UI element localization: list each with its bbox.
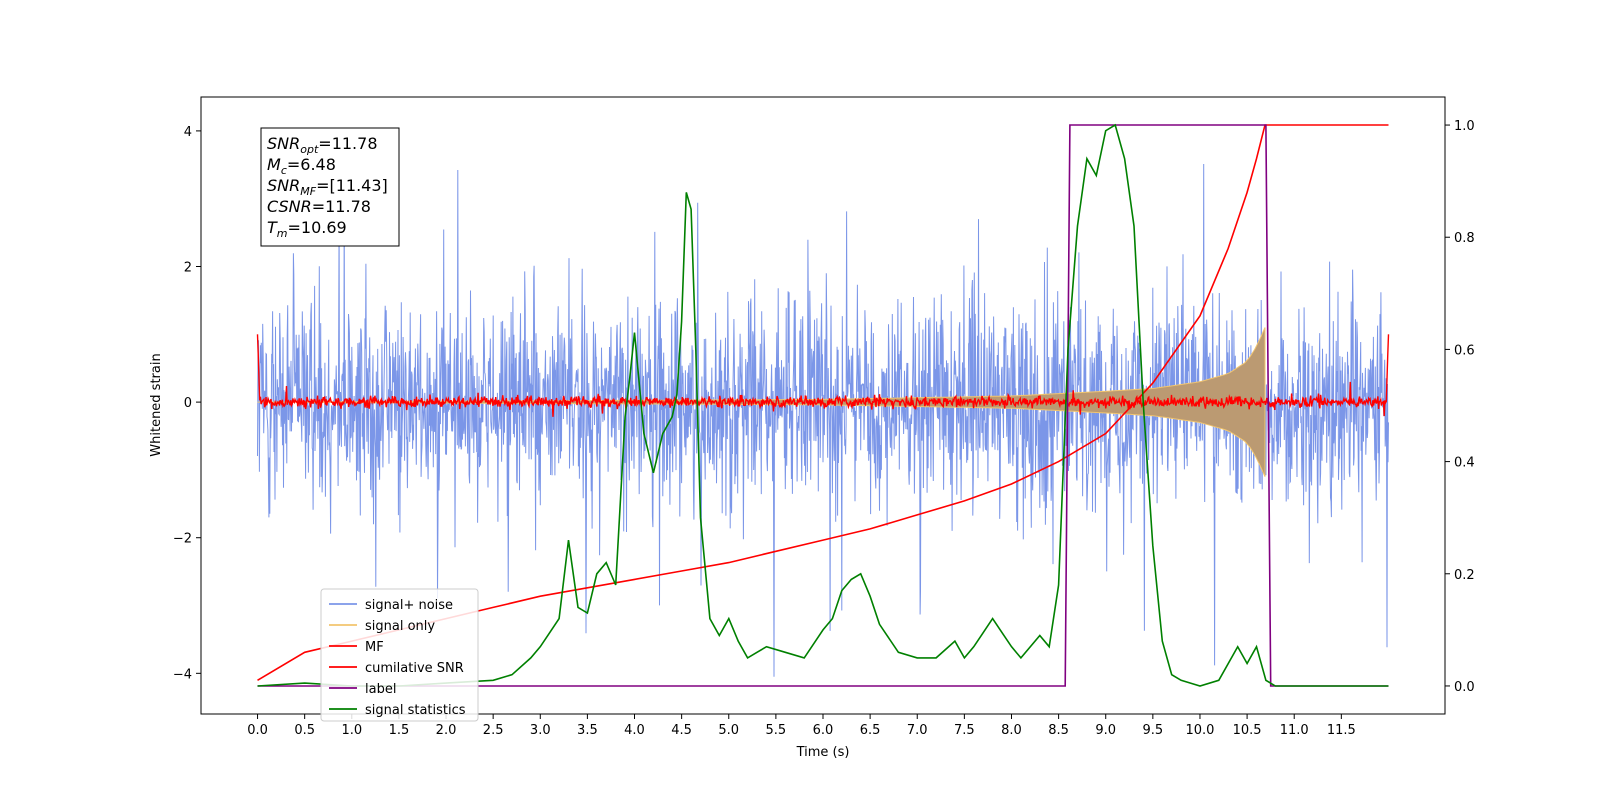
x-axis: 0.0 0.5 1.0 1.5 2.0 2.5 3.0 3.5 4.0 4.5 5.0 5.5 6.0 6… xyxy=(247,714,1356,738)
x-tick-label: 7.0 xyxy=(907,723,928,738)
y2-tick-label: 0.8 xyxy=(1454,231,1475,246)
annotation-box: SNRopt=11.78Mc=6.48SNRMF=[11.43]CSNR=11.… xyxy=(260,127,400,247)
legend-label: signal statistics xyxy=(365,703,466,718)
x-tick-label: 7.5 xyxy=(954,723,975,738)
x-tick-label: 11.0 xyxy=(1280,723,1309,738)
series-signal-statistics-line xyxy=(257,123,1389,687)
y2-tick-label: 0.2 xyxy=(1454,568,1475,583)
legend-label: cumilative SNR xyxy=(365,661,464,676)
x-tick-label: 0.5 xyxy=(294,723,315,738)
x-tick-label: 4.5 xyxy=(671,723,692,738)
x-tick-label: 11.5 xyxy=(1327,723,1356,738)
legend: signal+ noise signal only MF cumilative SNR… xyxy=(320,588,479,722)
legend-frame xyxy=(320,588,479,722)
annotation-line: CSNR=11.78 xyxy=(267,197,371,216)
annotation-line: Mc=6.48 xyxy=(267,155,336,177)
y-axis-left: 4 2 0 −2 −4 xyxy=(173,125,201,682)
x-tick-label: 3.0 xyxy=(530,723,551,738)
y-tick-label: 2 xyxy=(184,261,192,276)
y2-tick-label: 0.4 xyxy=(1454,456,1475,471)
x-axis-title: Time (s) xyxy=(796,745,850,760)
y-tick-label: 4 xyxy=(184,125,192,140)
y2-tick-label: 1.0 xyxy=(1454,119,1475,134)
x-tick-label: 8.0 xyxy=(1001,723,1022,738)
x-tick-label: 3.5 xyxy=(577,723,598,738)
y-axis-title: Whitened strain xyxy=(149,353,164,456)
annotation-line: SNRMF=[11.43] xyxy=(267,176,388,198)
y2-tick-label: 0.6 xyxy=(1454,343,1475,358)
x-tick-label: 10.5 xyxy=(1233,723,1262,738)
y-axis-right: 1.0 0.8 0.6 0.4 0.2 0.0 xyxy=(1445,119,1475,695)
y2-tick-label: 0.0 xyxy=(1454,680,1475,695)
legend-label: signal+ noise xyxy=(365,598,453,613)
x-tick-label: 5.5 xyxy=(766,723,787,738)
x-tick-label: 2.5 xyxy=(483,723,504,738)
y-tick-label: −2 xyxy=(173,532,192,547)
legend-label: signal only xyxy=(365,619,435,634)
annotation-line: SNRopt=11.78 xyxy=(267,134,378,156)
legend-label: MF xyxy=(365,640,384,655)
x-tick-label: 1.0 xyxy=(341,723,362,738)
x-tick-label: 5.0 xyxy=(718,723,739,738)
x-tick-label: 0.0 xyxy=(247,723,268,738)
x-tick-label: 6.5 xyxy=(860,723,881,738)
x-tick-label: 1.5 xyxy=(389,723,410,738)
x-tick-label: 8.5 xyxy=(1048,723,1069,738)
y-tick-label: 0 xyxy=(184,396,192,411)
y-tick-label: −4 xyxy=(173,667,192,682)
series-signal-noise-line xyxy=(257,163,1389,677)
annotation-frame xyxy=(260,127,400,247)
annotation-line: Tm=10.69 xyxy=(267,218,347,240)
legend-label: label xyxy=(365,682,396,697)
x-tick-label: 9.0 xyxy=(1095,723,1116,738)
x-tick-label: 9.5 xyxy=(1143,723,1164,738)
series-mf-line xyxy=(256,334,1390,417)
x-tick-label: 4.0 xyxy=(624,723,645,738)
x-tick-label: 10.0 xyxy=(1185,723,1214,738)
x-tick-label: 6.0 xyxy=(813,723,834,738)
x-tick-label: 2.0 xyxy=(436,723,457,738)
